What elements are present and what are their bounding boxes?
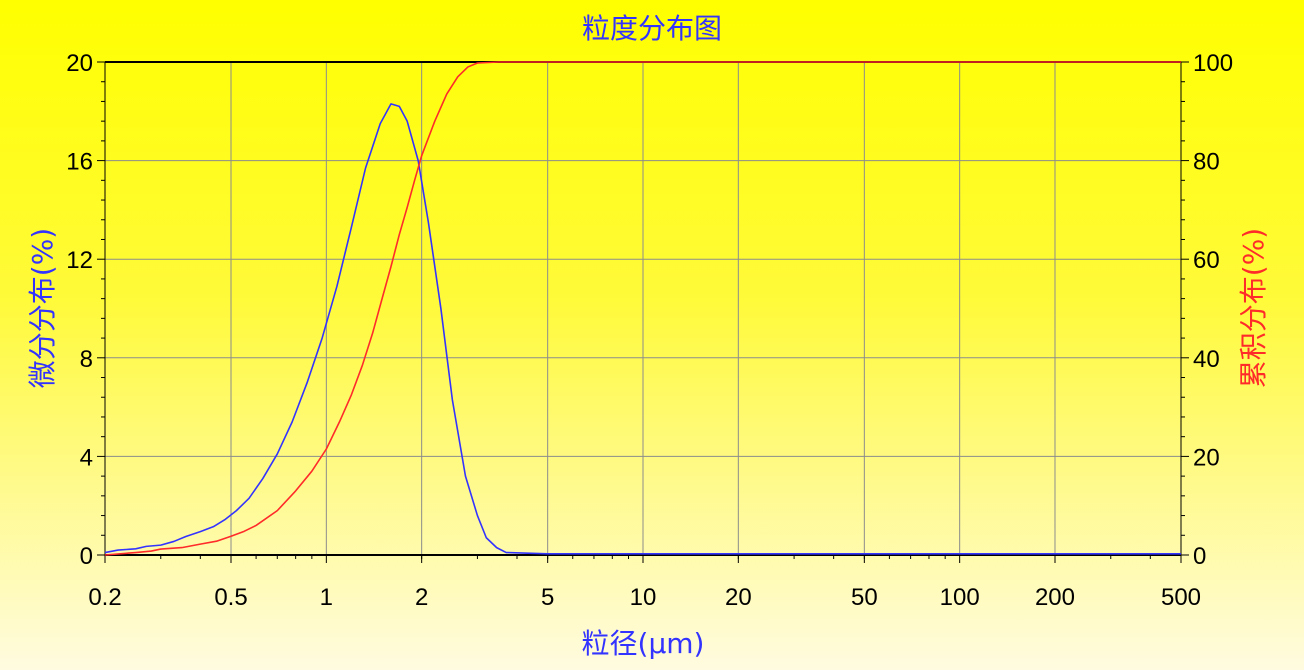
y-right-tick-label: 60 — [1193, 247, 1220, 274]
x-tick-label: 10 — [630, 584, 657, 611]
y-left-tick-label: 0 — [80, 543, 93, 570]
chart-title: 粒度分布图 — [582, 12, 722, 45]
x-tick-label: 0.5 — [214, 584, 247, 611]
x-axis-label: 粒径(μm) — [582, 627, 705, 660]
y-right-tick-label: 40 — [1193, 346, 1220, 373]
x-tick-label: 200 — [1035, 584, 1075, 611]
x-tick-label: 1 — [320, 584, 333, 611]
x-tick-label: 5 — [541, 584, 554, 611]
y-left-tick-label: 20 — [66, 50, 93, 77]
y-axis-label-left: 微分分布(%) — [26, 228, 59, 388]
y-left-tick-label: 8 — [80, 346, 93, 373]
x-tick-label: 50 — [851, 584, 878, 611]
x-tick-label: 2 — [415, 584, 428, 611]
y-right-tick-label: 0 — [1193, 543, 1206, 570]
cumulative-distribution-line — [104, 61, 1181, 556]
y-left-tick-label: 12 — [66, 247, 93, 274]
x-tick-label: 20 — [725, 584, 752, 611]
x-tick-label: 500 — [1161, 584, 1201, 611]
differential-distribution-line — [104, 103, 1181, 555]
series — [104, 61, 1181, 556]
x-tick-label: 0.2 — [88, 584, 121, 611]
y-right-tick-label: 100 — [1193, 50, 1233, 77]
y-left-tick-label: 16 — [66, 149, 93, 176]
y-left-tick-label: 4 — [80, 444, 93, 471]
y-right-tick-label: 20 — [1193, 444, 1220, 471]
y-right-tick-label: 80 — [1193, 149, 1220, 176]
axis-ticks: 0.2 0.5 1 2 5 10 20 50 100 200 5000481216200204060… — [66, 50, 1233, 611]
grid — [104, 61, 1182, 556]
y-axis-label-right: 累积分布(%) — [1237, 228, 1270, 388]
x-tick-label: 100 — [940, 584, 980, 611]
